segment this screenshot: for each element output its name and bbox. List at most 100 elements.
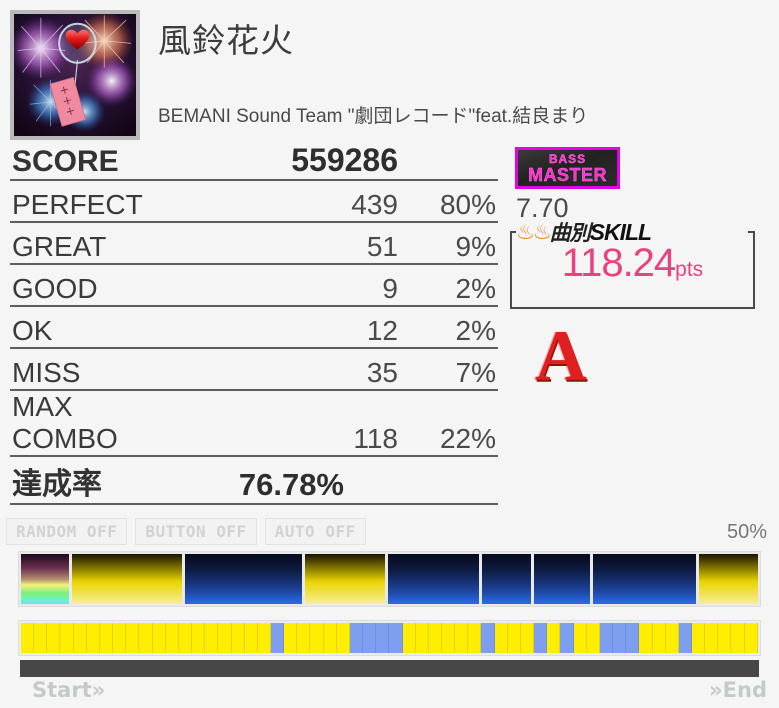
gauge-segment: [21, 554, 70, 604]
gauge-segment: [72, 554, 182, 604]
timeline-cell: [507, 623, 521, 653]
timeline-cell: [363, 623, 377, 653]
timeline-cell: [139, 623, 153, 653]
gauge-bar: [18, 551, 761, 607]
timeline-cell: [244, 623, 258, 653]
judge-percent-ok: 2%: [402, 306, 498, 349]
timeline-cell: [257, 623, 271, 653]
timeline-cell: [99, 623, 114, 653]
timeline-cell: [428, 623, 442, 653]
skill-title-en: SKILL: [589, 218, 652, 245]
judge-label-great: GREAT: [10, 222, 158, 265]
timeline-progress-bar: [20, 660, 759, 677]
song-artist: BEMANI Sound Team "劇団レコード"feat.結良まり: [158, 106, 589, 127]
timeline-cell: [718, 623, 732, 653]
gauge-segment: [184, 554, 302, 604]
timeline-cell: [21, 623, 35, 653]
results-main: SCORE 559286 PERFECT 439 80% GREAT 51 9%…: [0, 135, 779, 505]
timeline-cell: [165, 623, 179, 653]
judge-percent-good: 2%: [402, 264, 498, 307]
skill-title-jp: 曲別: [549, 222, 591, 245]
option-chip-random[interactable]: RANDOM OFF: [6, 518, 128, 545]
timeline-cell: [113, 623, 127, 653]
judge-count-great: 51: [158, 222, 402, 265]
timeline-cell: [613, 623, 627, 653]
song-title: 風鈴花火: [158, 22, 294, 59]
timeline-cell: [520, 623, 535, 653]
timeline-cell: [731, 623, 745, 653]
timeline-cell: [349, 623, 364, 653]
timeline-cell: [376, 623, 390, 653]
timeline-cell: [218, 623, 232, 653]
timeline-cell: [270, 623, 285, 653]
table-row: GOOD 9 2%: [10, 264, 498, 307]
bass-master-badge: BASS MASTER: [515, 147, 620, 189]
timeline-cell: [192, 623, 206, 653]
achievement-label: 達成率: [10, 456, 158, 505]
timeline-cell: [691, 623, 706, 653]
judge-count-miss: 35: [158, 348, 402, 391]
judge-percent-max-combo: 22%: [402, 390, 498, 457]
timeline-cell: [455, 623, 469, 653]
table-row: MISS 35 7%: [10, 348, 498, 391]
score-table: SCORE 559286 PERFECT 439 80% GREAT 51 9%…: [10, 135, 498, 505]
gauge-segment: [593, 554, 696, 604]
timeline-cell: [152, 623, 166, 653]
judge-label-max-combo: MAX COMBO: [10, 390, 158, 457]
grade-letter: A: [535, 316, 587, 396]
timeline-cell: [402, 623, 416, 653]
score-percent-empty: [402, 135, 498, 181]
judge-percent-perfect: 80%: [402, 180, 498, 223]
timeline-cell: [60, 623, 74, 653]
album-jacket: [10, 10, 140, 140]
gauge-percent-label: 50%: [726, 521, 767, 543]
judge-percent-miss: 7%: [402, 348, 498, 391]
judge-count-perfect: 439: [158, 180, 402, 223]
jacket-artwork-icon: [14, 14, 136, 136]
timeline-cell: [47, 623, 61, 653]
timeline-cell: [34, 623, 48, 653]
timeline-cell: [336, 623, 350, 653]
achievement-value: 76.78%: [158, 456, 402, 505]
bass-master-line2: MASTER: [528, 164, 607, 185]
judge-label-perfect: PERFECT: [10, 180, 158, 223]
timeline-cell: [178, 623, 193, 653]
judge-count-max-combo: 118: [158, 390, 402, 457]
timeline-end-label: »End: [709, 678, 767, 702]
timeline-cell: [73, 623, 87, 653]
timeline-cell: [297, 623, 311, 653]
skill-title-row: ♨♨ 曲別 SKILL: [516, 219, 748, 245]
timeline-cell: [678, 623, 692, 653]
timeline-cell: [468, 623, 482, 653]
timeline-cell: [389, 623, 403, 653]
timeline-cell: [284, 623, 298, 653]
timeline-cell: [626, 623, 640, 653]
table-row: OK 12 2%: [10, 306, 498, 349]
timeline-start-label: Start»: [32, 678, 106, 702]
timeline-cell: [86, 623, 100, 653]
timeline-cell: [639, 623, 653, 653]
score-panel: SCORE 559286 PERFECT 439 80% GREAT 51 9%…: [8, 135, 502, 505]
gauge-segment: [304, 554, 386, 604]
skill-points: 118.24: [561, 241, 676, 285]
option-chip-button[interactable]: BUTTON OFF: [135, 518, 257, 545]
gauge-segment: [533, 554, 591, 604]
score-label: SCORE: [10, 135, 158, 181]
timeline-cell: [442, 623, 456, 653]
timeline-cell: [652, 623, 666, 653]
option-chip-auto[interactable]: AUTO OFF: [264, 518, 366, 545]
timeline-cell: [323, 623, 337, 653]
timeline-cell: [494, 623, 508, 653]
timeline-cell: [599, 623, 614, 653]
table-row-achievement: 達成率 76.78%: [10, 456, 498, 505]
judge-label-ok: OK: [10, 306, 158, 349]
song-text-block: 風鈴花火 BEMANI Sound Team "劇団レコード"feat.結良まり: [140, 10, 588, 135]
gauge-segment: [482, 554, 531, 604]
gauge-segment: [698, 554, 759, 604]
judge-count-ok: 12: [158, 306, 402, 349]
song-header: 風鈴花火 BEMANI Sound Team "劇団レコード"feat.結良まり: [0, 0, 779, 140]
achievement-empty: [402, 456, 498, 505]
timeline-cell: [744, 623, 758, 653]
table-row: MAX COMBO 118 22%: [10, 390, 498, 457]
timeline-cell: [481, 623, 495, 653]
